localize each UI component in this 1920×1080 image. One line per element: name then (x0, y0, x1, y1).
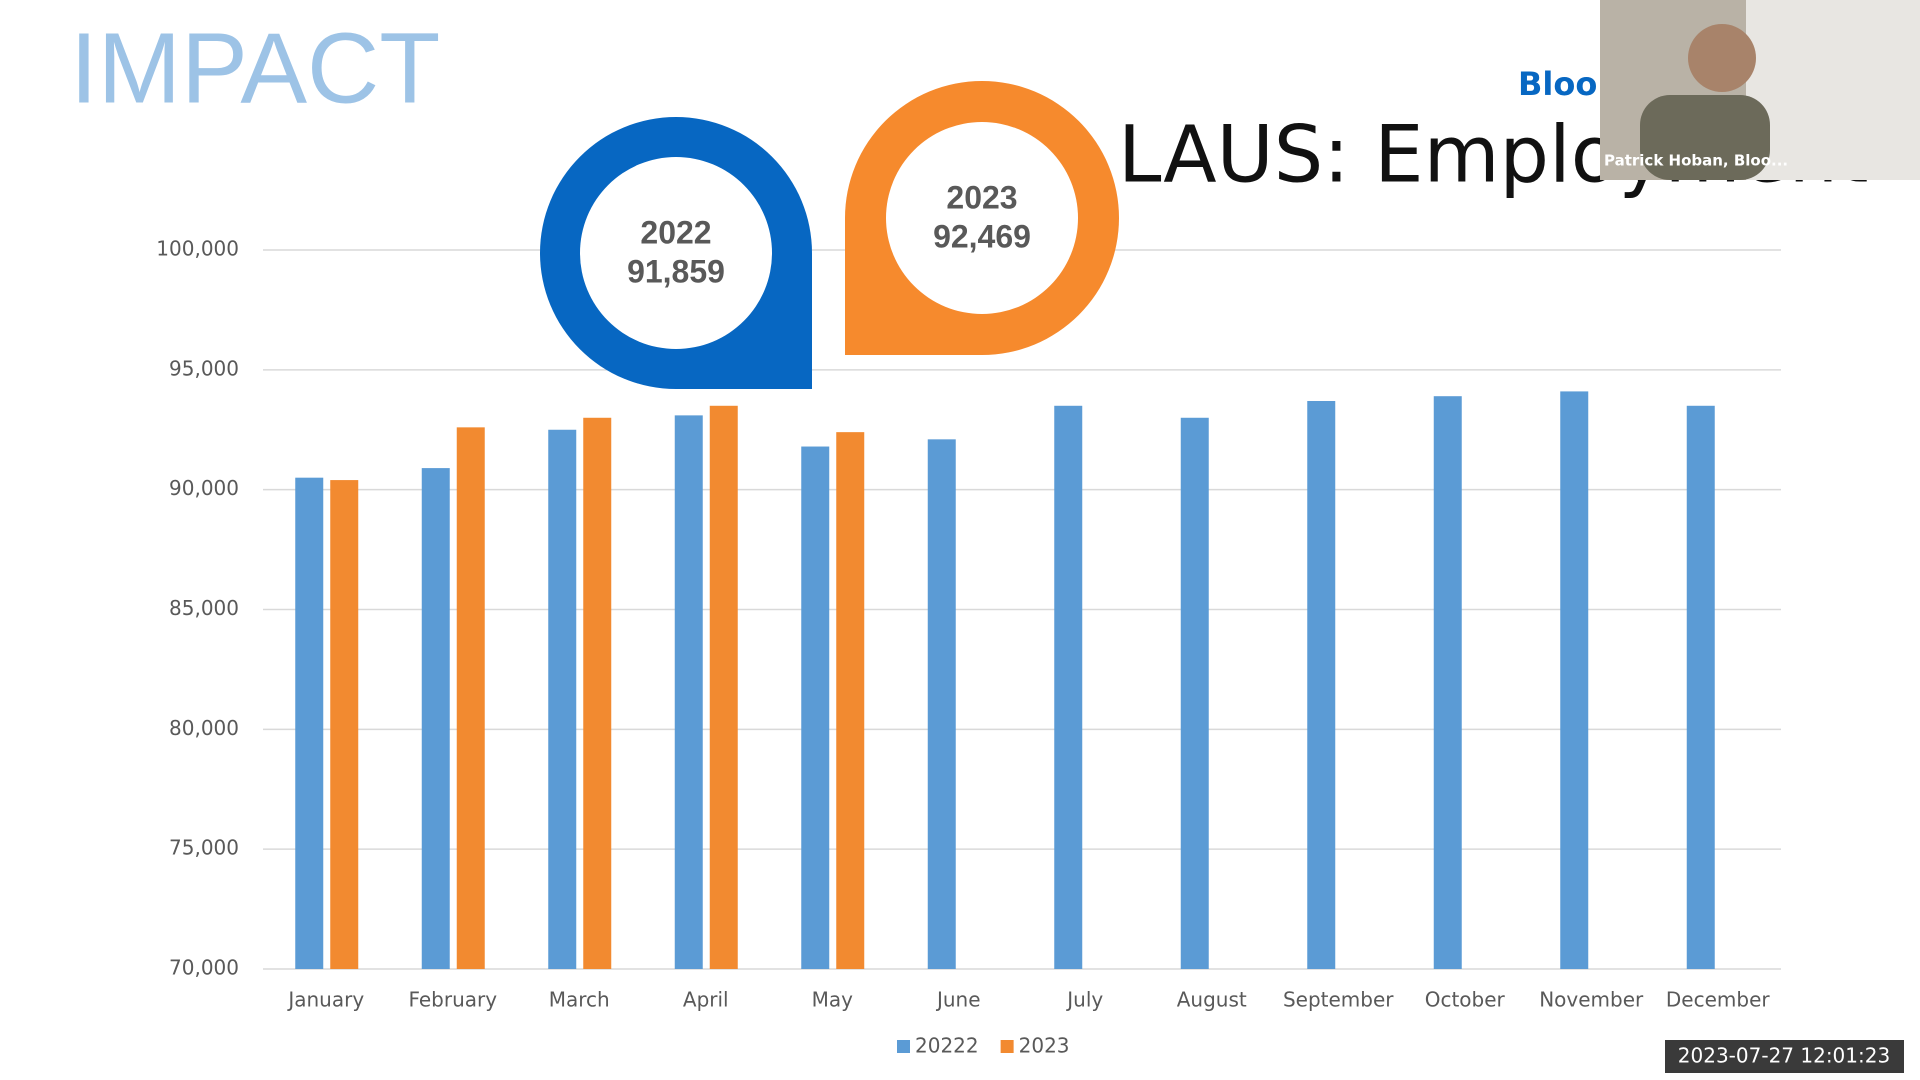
bar (709, 405, 738, 969)
bar (295, 477, 324, 969)
callout-year: 2023 (946, 179, 1017, 215)
bar (1686, 405, 1715, 969)
x-tick-label: July (1065, 988, 1103, 1012)
person-body (1640, 95, 1770, 180)
x-tick-label: November (1539, 988, 1644, 1012)
chart: 70,000 75,000 80,000 85,000 90,000 95,000 100,… (156, 237, 1781, 1058)
x-tick-label: May (812, 988, 854, 1012)
y-tick-label: 70,000 (169, 956, 239, 980)
bar (674, 415, 703, 969)
legend-label: 20222 (915, 1034, 979, 1058)
x-tick-label: January (286, 988, 364, 1012)
impact-title: IMPACT (70, 12, 440, 124)
y-tick-label: 85,000 (169, 596, 239, 620)
timestamp-box (1665, 1040, 1904, 1073)
video-tile: Patrick Hoban, Bloo... (1600, 0, 1920, 180)
bar (1054, 405, 1083, 969)
bar (421, 468, 450, 969)
x-tick-label: February (408, 988, 497, 1012)
bar (927, 439, 956, 969)
bar (1180, 417, 1209, 969)
bar (1560, 391, 1589, 969)
bar (1433, 396, 1462, 969)
callout-inner (580, 157, 772, 349)
x-tick-label: April (683, 988, 729, 1012)
x-tick-label: October (1425, 988, 1506, 1012)
y-tick-label: 75,000 (169, 836, 239, 860)
legend-swatch (897, 1040, 910, 1053)
bar (456, 427, 485, 969)
callout-value: 91,859 (627, 253, 725, 289)
x-tick-label: December (1666, 988, 1770, 1012)
y-tick-label: 80,000 (169, 716, 239, 740)
person-head (1688, 24, 1756, 92)
y-tick-label: 90,000 (169, 476, 239, 500)
bar (548, 429, 577, 969)
callout-year: 2022 (640, 214, 711, 250)
x-tick-label: June (935, 988, 981, 1012)
legend-swatch (1000, 1040, 1014, 1053)
bar (801, 446, 830, 969)
y-tick-label: 95,000 (169, 356, 239, 380)
x-tick-label: August (1177, 988, 1247, 1012)
y-tick-label: 100,000 (156, 237, 239, 261)
callout-value: 92,469 (933, 218, 1031, 254)
x-tick-label: March (549, 988, 610, 1012)
legend-label: 2023 (1019, 1034, 1070, 1058)
video-wall (1746, 0, 1920, 180)
x-tick-label: September (1283, 988, 1394, 1012)
bar (1307, 400, 1336, 969)
bar (836, 432, 865, 969)
bar (583, 417, 612, 969)
bar (330, 480, 359, 969)
video-name: Patrick Hoban, Bloo... (1604, 152, 1788, 170)
timestamp: 2023-07-27 12:01:23 (1678, 1044, 1890, 1068)
callout-inner (886, 122, 1078, 314)
